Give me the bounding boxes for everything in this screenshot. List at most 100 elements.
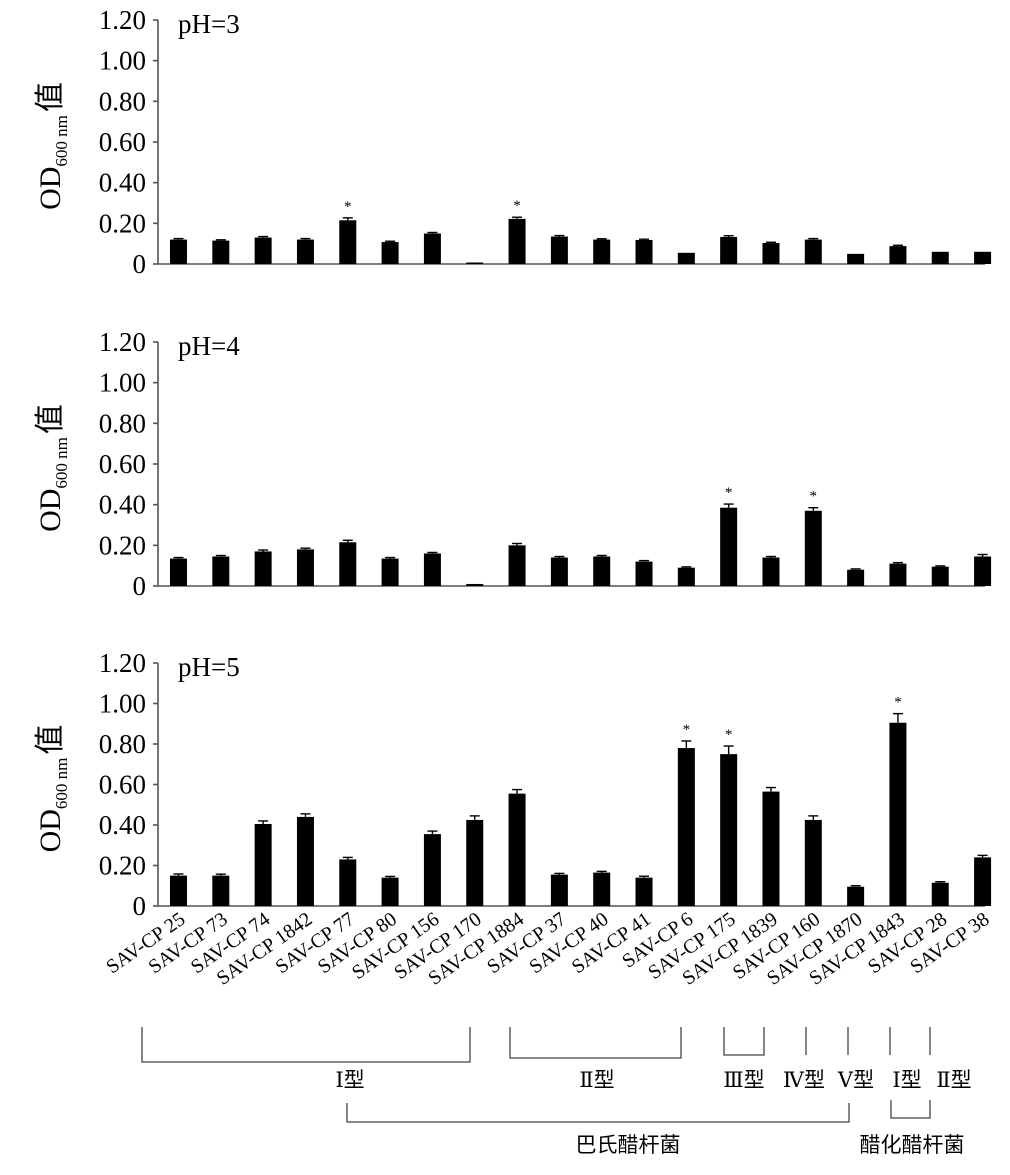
- group-bracket: [509, 1027, 682, 1059]
- bar: [762, 557, 780, 586]
- group-bracket: [141, 1027, 471, 1063]
- y-axis-title: OD600 nm值: [34, 725, 71, 853]
- panel-3: 0 0.20 0.40 0.60 0.80 1.00 1.20 pH=5 OD600 nm值 * *…: [34, 648, 992, 921]
- y-tick-label: 0.80: [99, 729, 146, 759]
- bar: [635, 877, 653, 906]
- bar: [635, 240, 653, 264]
- y-tick-label: 1.00: [99, 46, 146, 76]
- y-tick-label: 0: [133, 891, 147, 921]
- y-tick-label: 0.80: [99, 408, 146, 438]
- bar: [931, 566, 949, 586]
- y-axis-title: OD600 nm值: [34, 404, 71, 532]
- bar: [466, 262, 484, 264]
- y-tick-label: 1.00: [99, 689, 146, 719]
- y-tick-label: 0: [133, 249, 147, 279]
- bar: [931, 882, 949, 906]
- y-tick-label: 0.40: [99, 168, 146, 198]
- bar: [804, 819, 822, 906]
- bar: [381, 558, 399, 586]
- group-bracket: [723, 1027, 765, 1056]
- significance-star: *: [683, 722, 691, 738]
- group-label: Ⅲ型: [723, 1068, 764, 1092]
- bar: [550, 236, 568, 264]
- bar: [762, 791, 780, 906]
- y-tick-label: 0.20: [99, 208, 146, 238]
- bar: [212, 556, 230, 586]
- species-label: 巴氏醋杆菌: [576, 1133, 681, 1157]
- y-tick-label: 1.20: [99, 5, 146, 35]
- y-tick-label: 0.20: [99, 851, 146, 881]
- group-label: Ⅳ型: [783, 1068, 825, 1092]
- y-tick-label: 0.60: [99, 127, 146, 157]
- bar: [847, 253, 865, 264]
- group-label: Ⅰ型: [335, 1068, 364, 1092]
- bar: [508, 545, 526, 586]
- bar: [593, 556, 611, 586]
- panel-2: 0 0.20 0.40 0.60 0.80 1.00 1.20 pH=4 OD600 nm值 * *: [34, 327, 992, 601]
- y-tick-label: 1.20: [99, 648, 146, 678]
- bar: [889, 563, 907, 586]
- group-label: Ⅰ型: [892, 1068, 921, 1092]
- bar: [254, 551, 272, 586]
- bar: [720, 236, 738, 264]
- significance-star: *: [725, 485, 733, 501]
- y-tick-label: 0.80: [99, 86, 146, 116]
- bar: [720, 754, 738, 906]
- bar: [339, 859, 357, 906]
- bar: [804, 239, 822, 264]
- bar: [847, 569, 865, 586]
- bar: [423, 834, 441, 906]
- group-label: Ⅴ型: [837, 1068, 874, 1092]
- bar: [508, 218, 526, 264]
- y-tick-label: 1.20: [99, 327, 146, 357]
- panel-label: pH=3: [178, 9, 240, 39]
- bar: [804, 510, 822, 586]
- bar: [466, 819, 484, 906]
- bar: [974, 556, 992, 586]
- y-tick-label: 0.20: [99, 530, 146, 560]
- bar: [677, 748, 695, 906]
- bar: [296, 549, 314, 586]
- bar: [381, 877, 399, 906]
- bar: [508, 793, 526, 906]
- y-axis-title: OD600 nm值: [34, 82, 71, 210]
- y-tick-label: 0.40: [99, 490, 146, 520]
- y-tick-label: 0.60: [99, 449, 146, 479]
- bar: [170, 875, 187, 906]
- bar: [762, 243, 780, 264]
- y-tick-label: 0.40: [99, 810, 146, 840]
- significance-star: *: [725, 727, 733, 743]
- bar: [212, 875, 230, 906]
- species-bracket: [346, 1103, 850, 1123]
- panel-label: pH=4: [178, 331, 240, 361]
- panel-label: pH=5: [178, 652, 240, 682]
- group-label: Ⅱ型: [579, 1068, 614, 1092]
- bar: [423, 233, 441, 264]
- bar: [974, 857, 992, 906]
- bar: [677, 567, 695, 586]
- bar: [381, 242, 399, 264]
- significance-star: *: [344, 199, 352, 215]
- bar: [254, 237, 272, 264]
- bar: [889, 246, 907, 264]
- species-bracket: [890, 1100, 931, 1119]
- bar: [593, 239, 611, 264]
- bar: [677, 252, 695, 264]
- panel-1: 0 0.20 0.40 0.60 0.80 1.00 1.20 pH=3 OD600 nm值 * *: [34, 5, 992, 279]
- bar: [339, 220, 357, 264]
- bar: [847, 886, 865, 906]
- bar: [720, 507, 738, 586]
- bar: [931, 251, 949, 264]
- bar: [889, 722, 907, 906]
- bar: [296, 816, 314, 906]
- significance-star: *: [894, 695, 902, 711]
- species-label: 醋化醋杆菌: [860, 1133, 965, 1157]
- significance-star: *: [513, 198, 521, 214]
- bar: [550, 557, 568, 586]
- bar: [170, 239, 187, 264]
- y-tick-label: 0: [133, 571, 147, 601]
- bar: [466, 583, 484, 586]
